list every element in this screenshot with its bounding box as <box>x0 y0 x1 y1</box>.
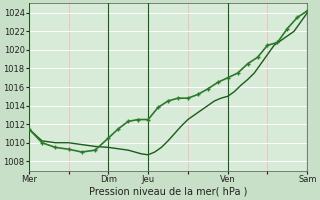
X-axis label: Pression niveau de la mer( hPa ): Pression niveau de la mer( hPa ) <box>89 187 247 197</box>
